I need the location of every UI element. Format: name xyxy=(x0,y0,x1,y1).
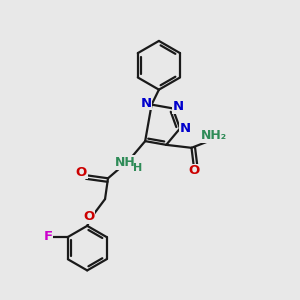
Text: N: N xyxy=(180,122,191,135)
Text: NH₂: NH₂ xyxy=(201,129,227,142)
Text: N: N xyxy=(141,97,152,110)
Text: F: F xyxy=(44,230,52,243)
Text: N: N xyxy=(172,100,184,113)
Text: NH: NH xyxy=(115,156,136,169)
Text: O: O xyxy=(76,166,87,179)
Text: H: H xyxy=(133,163,142,173)
Text: O: O xyxy=(83,210,94,224)
Text: O: O xyxy=(188,164,200,177)
